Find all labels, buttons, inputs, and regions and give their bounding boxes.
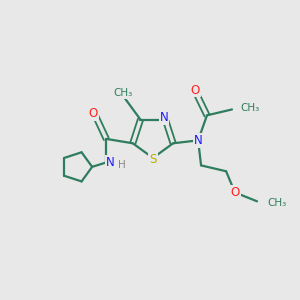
Text: O: O [230, 186, 240, 199]
Text: CH₃: CH₃ [113, 88, 132, 98]
Text: H: H [118, 160, 125, 170]
Text: O: O [88, 107, 98, 120]
Text: CH₃: CH₃ [241, 103, 260, 113]
Text: N: N [194, 134, 203, 147]
Text: CH₃: CH₃ [267, 198, 286, 208]
Text: N: N [106, 156, 115, 169]
Text: O: O [190, 83, 200, 97]
Text: N: N [160, 111, 168, 124]
Text: S: S [149, 153, 157, 166]
